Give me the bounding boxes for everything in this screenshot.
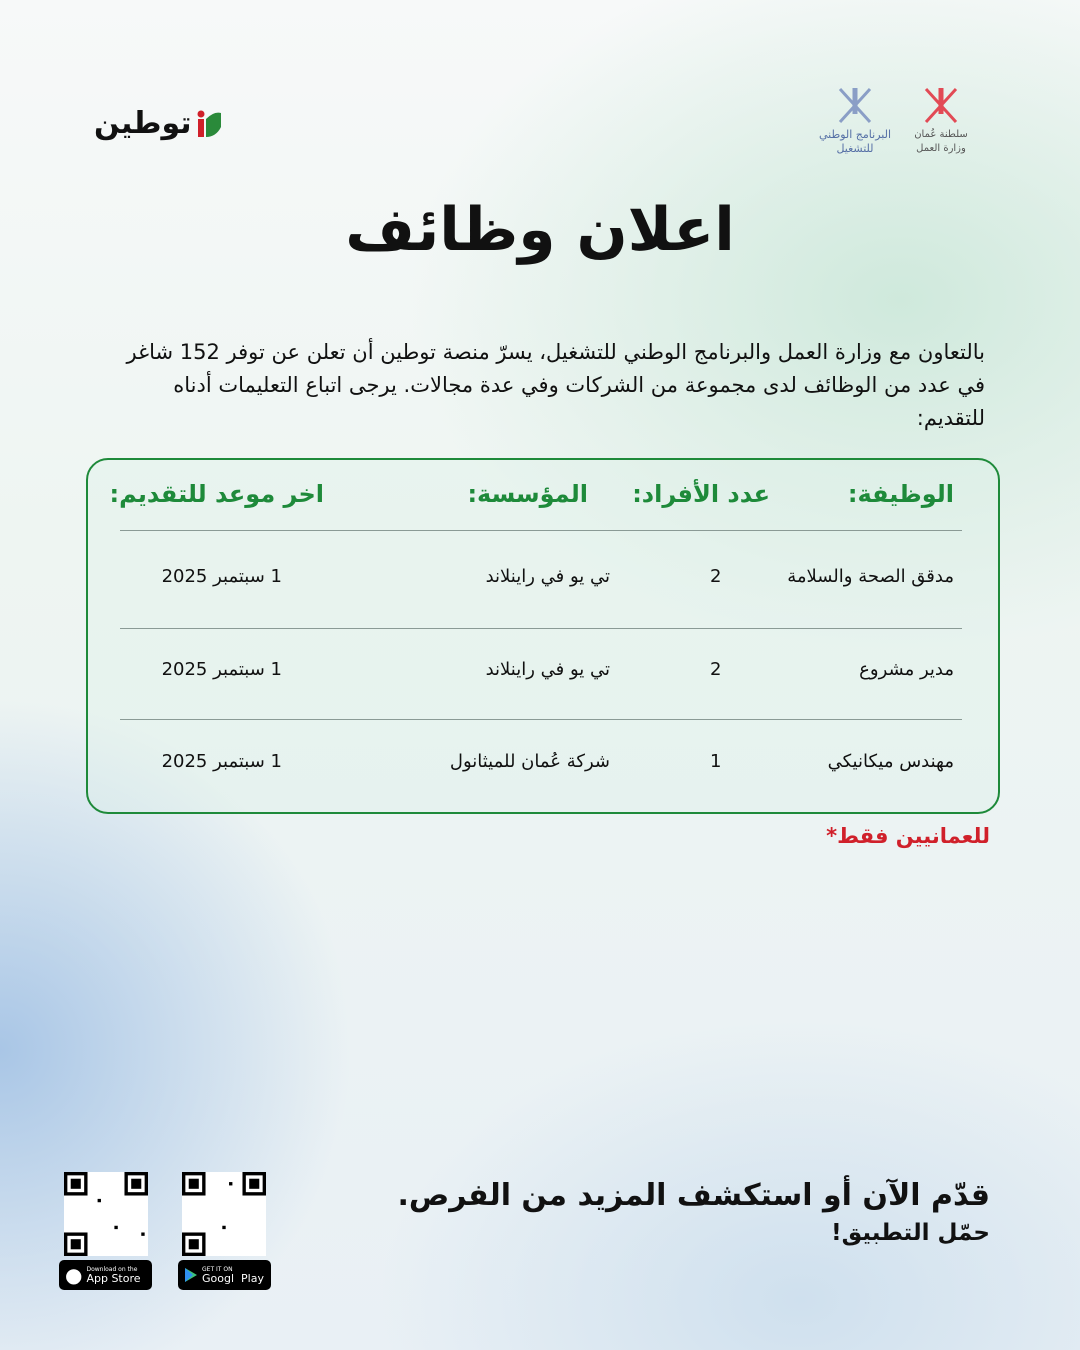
divider [120, 530, 962, 531]
oman-emblem-icon [924, 87, 958, 124]
cell-org: تي يو في راينلاند [485, 659, 610, 680]
play-icon [185, 1268, 197, 1282]
divider [120, 628, 962, 629]
app-store-qr-code[interactable] [64, 1172, 148, 1256]
header-count: عدد الأفراد: [632, 480, 770, 508]
jobs-table: الوظيفة: عدد الأفراد: المؤسسة: اخر موعد … [86, 458, 1000, 814]
header-job: الوظيفة: [847, 480, 954, 508]
header-org: المؤسسة: [467, 480, 588, 508]
google-play-qr-code[interactable] [182, 1172, 266, 1256]
header-deadline: اخر موعد للتقديم: [109, 480, 325, 508]
page-title: اعلان وظائف [345, 195, 735, 265]
eligibility-note: للعمانيين فقط* [826, 824, 990, 848]
divider [120, 719, 962, 720]
cell-count: 2 [710, 566, 722, 587]
cta-heading: قدّم الآن أو استكشف المزيد من الفرص. [397, 1178, 990, 1213]
apple-icon: ● [65, 1263, 83, 1287]
khanjar-emblem-icon [838, 87, 872, 124]
cell-deadline: 1 سبتمبر 2025 [161, 751, 282, 772]
cell-count: 2 [710, 659, 722, 680]
ministry-of-labour-logo: سلطنة عُمان وزارة العمل [908, 84, 974, 156]
cell-deadline: 1 سبتمبر 2025 [161, 566, 282, 587]
leaf-icon [197, 110, 221, 137]
national-employment-program-logo: البرنامج الوطني للتشغيل [805, 84, 905, 156]
cell-org: تي يو في راينلاند [485, 566, 610, 587]
cell-job: مهندس ميكانيكي [827, 751, 954, 772]
intro-text: بالتعاون مع وزارة العمل والبرنامج الوطني… [126, 340, 985, 430]
cell-job: مدير مشروع [859, 659, 954, 680]
app-store-button[interactable]: ● Download on the App Store [59, 1260, 152, 1290]
cell-job: مدقق الصحة والسلامة [787, 566, 954, 587]
google-play-button[interactable]: GET IT ON Googl Play [178, 1260, 271, 1290]
cell-deadline: 1 سبتمبر 2025 [161, 659, 282, 680]
cell-count: 1 [710, 751, 722, 772]
cta-subheading: حمّل التطبيق! [831, 1220, 990, 1246]
cell-org: شركة عُمان للميثانول [449, 751, 610, 772]
brand-logo-text: توطين [94, 106, 192, 141]
tawteen-logo: توطين [94, 106, 222, 141]
